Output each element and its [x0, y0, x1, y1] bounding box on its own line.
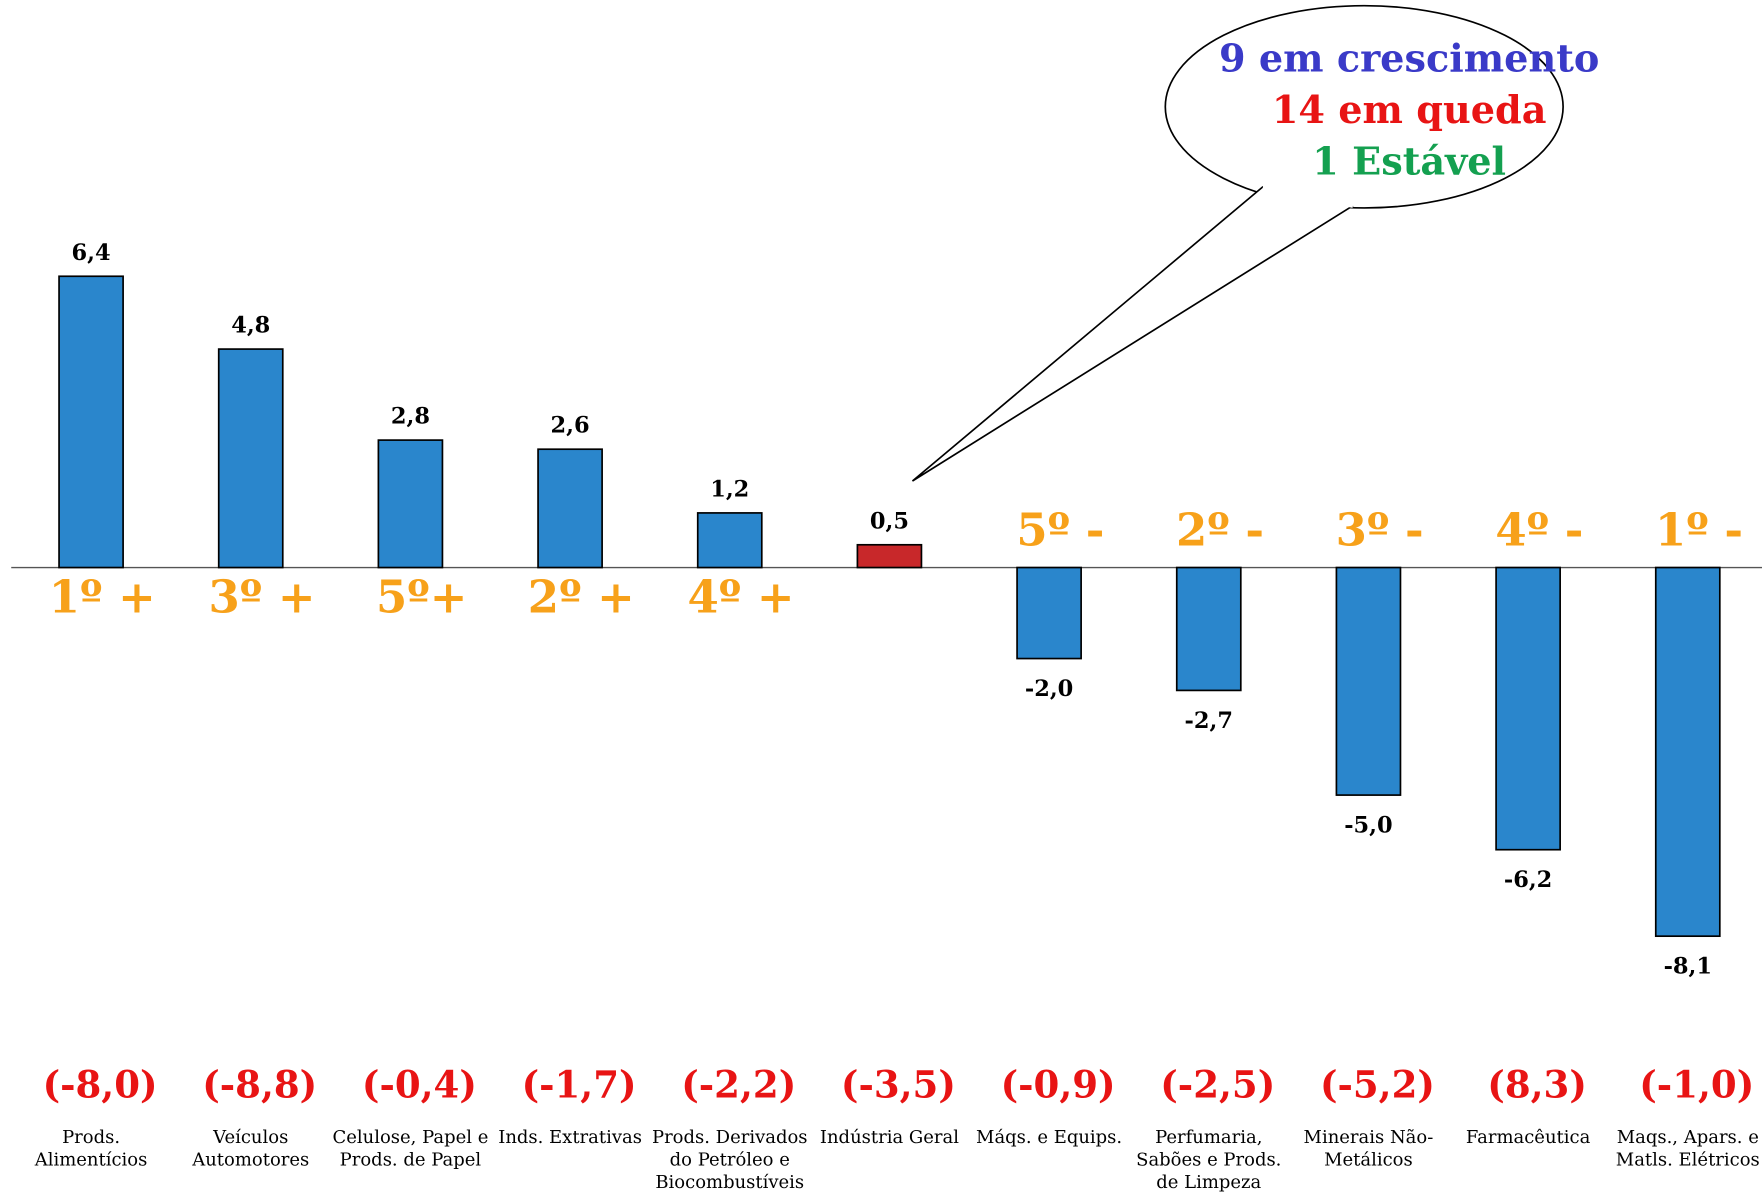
- secondary-label: (-0,4): [362, 1062, 477, 1106]
- category-label-box: Veículos Automotores: [192, 1126, 310, 1170]
- rank-label: 2º -: [1176, 503, 1264, 556]
- category-label-box: Prods. Alimentícios: [34, 1126, 148, 1170]
- value-label: 2,6: [551, 413, 590, 439]
- bar: [1654, 566, 1721, 938]
- secondary-label: (-1,0): [1639, 1062, 1754, 1106]
- bar: [1495, 566, 1561, 851]
- category-label-box: Perfumaria, Sabões e Prods. de Limpeza: [1136, 1126, 1282, 1193]
- x-tick-label: Perfumaria, Sabões e Prods. de Limpeza: [1136, 1126, 1282, 1193]
- callout-bubble: [1164, 4, 1564, 209]
- value-label: -2,7: [1185, 708, 1233, 734]
- rank-label: 5º -: [1016, 503, 1104, 556]
- secondary-label: (-1,7): [522, 1062, 637, 1106]
- x-tick-label: Farmacêutica: [1465, 1126, 1591, 1148]
- x-tick-label: Indústria Geral: [819, 1126, 959, 1148]
- rank-label: 1º +: [49, 571, 156, 624]
- rank-label: 1º -: [1655, 503, 1743, 556]
- callout-tail: [911, 185, 1354, 482]
- secondary-label: (-2,2): [681, 1062, 796, 1106]
- value-label: -8,1: [1664, 954, 1712, 980]
- rank-label: 5º+: [376, 571, 467, 624]
- callout-text: 1 Estável: [1312, 140, 1506, 185]
- bar: [1175, 566, 1242, 692]
- rank-label: 3º +: [208, 571, 315, 624]
- secondary-label: (-2,5): [1160, 1062, 1275, 1106]
- category-label-box: Inds. Extrativas: [498, 1126, 642, 1148]
- bar: [1335, 566, 1402, 796]
- value-label: -5,0: [1344, 813, 1392, 839]
- category-label-box: Máqs. e Equips.: [976, 1126, 1123, 1148]
- bar: [217, 348, 284, 569]
- bar: [1016, 566, 1082, 660]
- x-tick-label: Maqs., Apars. e Matls. Elétricos: [1615, 1126, 1760, 1170]
- x-tick-label: Máqs. e Equips.: [976, 1126, 1123, 1148]
- secondary-label: (-8,0): [43, 1062, 158, 1106]
- callout-text: 14 em queda: [1272, 88, 1547, 133]
- category-label-box: Maqs., Apars. e Matls. Elétricos: [1615, 1126, 1760, 1170]
- callout-text: 9 em crescimento: [1219, 36, 1599, 81]
- bar: [696, 512, 763, 569]
- category-label-box: Celulose, Papel e Prods. de Papel: [332, 1126, 489, 1170]
- value-label: 4,8: [231, 313, 270, 339]
- bar: [377, 439, 444, 569]
- rank-label: 4º +: [687, 571, 794, 624]
- value-label: 2,8: [391, 404, 430, 430]
- secondary-label: (-8,8): [202, 1062, 317, 1106]
- value-label: 0,5: [870, 508, 909, 534]
- value-label: 6,4: [72, 240, 111, 266]
- secondary-label: (-5,2): [1320, 1062, 1435, 1106]
- x-tick-label: Celulose, Papel e Prods. de Papel: [332, 1126, 489, 1170]
- secondary-label: (-0,9): [1001, 1062, 1116, 1106]
- rank-label: 2º +: [528, 571, 635, 624]
- callout-join: [1262, 184, 1354, 208]
- rank-label: 3º -: [1336, 503, 1424, 556]
- value-label: -2,0: [1025, 676, 1073, 702]
- x-tick-label: Veículos Automotores: [192, 1126, 310, 1170]
- category-label-box: Minerais Não-Metálicos: [1303, 1126, 1434, 1170]
- value-label: 1,2: [710, 476, 749, 502]
- category-label-box: Prods. Derivados do Petróleo e Biocombus…: [651, 1126, 808, 1193]
- bar: [58, 275, 124, 569]
- callout: 9 em crescimento 14 em queda 1 Estável: [911, 4, 1599, 482]
- rank-label: 4º -: [1495, 503, 1583, 556]
- x-tick-label: Prods. Alimentícios: [34, 1126, 148, 1170]
- bar: [537, 448, 603, 569]
- value-label: -6,2: [1504, 867, 1552, 893]
- category-label-box: Indústria Geral: [819, 1126, 959, 1148]
- x-tick-label: Minerais Não-Metálicos: [1303, 1126, 1434, 1170]
- category-label-box: Farmacêutica: [1465, 1126, 1591, 1148]
- secondary-label: (8,3): [1487, 1062, 1587, 1106]
- secondary-label: (-3,5): [841, 1062, 956, 1106]
- bar: [856, 543, 923, 569]
- x-tick-label: Inds. Extrativas: [498, 1126, 642, 1148]
- x-tick-label: Prods. Derivados do Petróleo e Biocombus…: [651, 1126, 808, 1193]
